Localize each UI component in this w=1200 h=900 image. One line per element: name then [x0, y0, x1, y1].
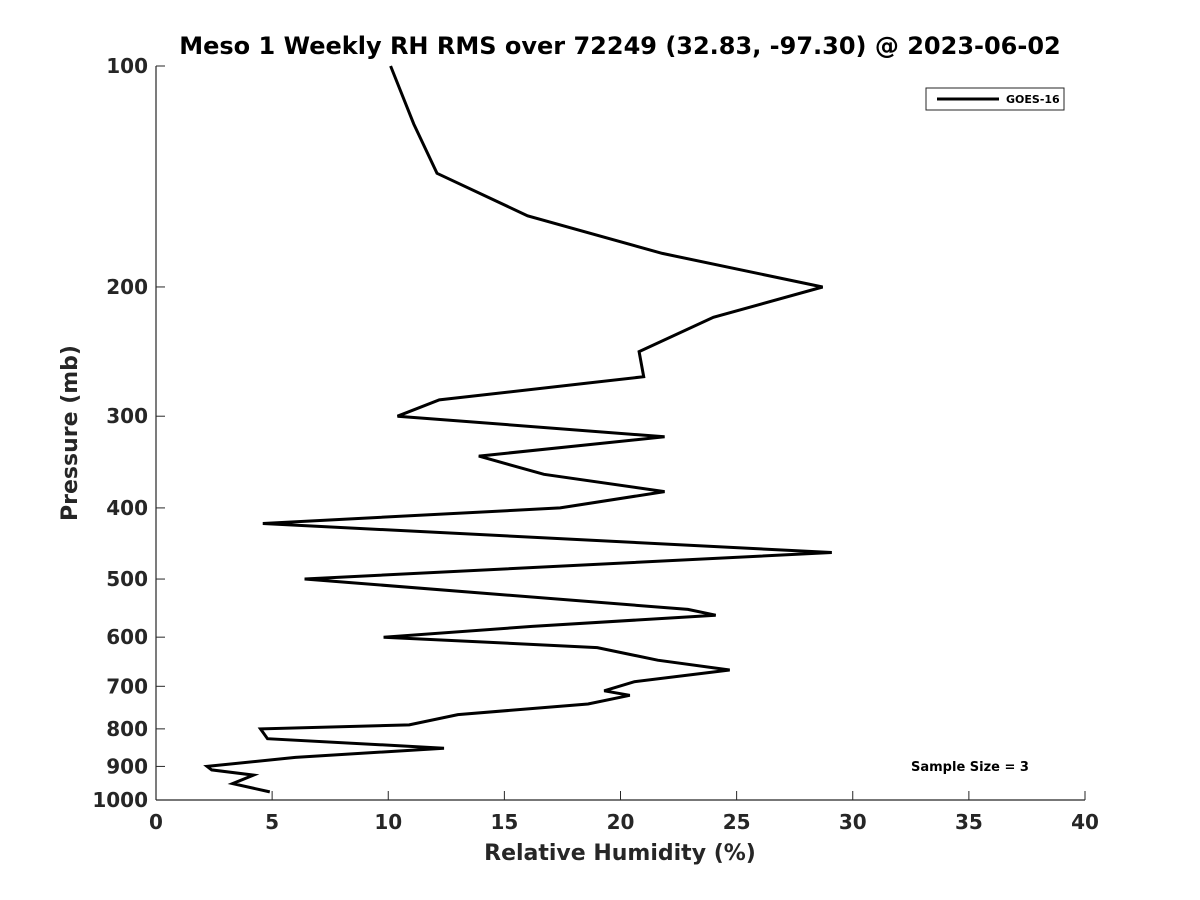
y-tick-label: 900	[106, 754, 148, 778]
chart-title: Meso 1 Weekly RH RMS over 72249 (32.83, …	[179, 32, 1061, 60]
x-tick-label: 10	[374, 810, 402, 834]
y-tick-label: 800	[106, 717, 148, 741]
y-ticks: 100 200 300 400 500 600 700 800 900 1000	[92, 54, 165, 812]
y-axis-label: Pressure (mb)	[58, 345, 83, 521]
y-tick-label: 300	[106, 404, 148, 428]
x-axis-label: Relative Humidity (%)	[484, 841, 756, 866]
x-ticks: 0 5 10 15 20 25 30 35 40	[149, 791, 1099, 834]
y-tick-label: 100	[106, 54, 148, 78]
x-tick-label: 0	[149, 810, 163, 834]
y-tick-label: 1000	[92, 788, 148, 812]
x-tick-label: 35	[955, 810, 983, 834]
y-tick-label: 700	[106, 674, 148, 698]
series-line-goes16	[203, 65, 832, 794]
x-tick-label: 5	[265, 810, 279, 834]
legend: GOES-16	[925, 87, 1065, 111]
y-tick-label: 200	[106, 275, 148, 299]
x-tick-label: 20	[607, 810, 635, 834]
x-tick-label: 40	[1071, 810, 1099, 834]
y-tick-label: 500	[106, 567, 148, 591]
x-tick-label: 15	[490, 810, 518, 834]
y-tick-label: 400	[106, 496, 148, 520]
x-tick-label: 30	[839, 810, 867, 834]
y-tick-label: 600	[106, 625, 148, 649]
legend-label-goes16: GOES-16	[1006, 93, 1060, 106]
sample-size-annotation: Sample Size = 3	[911, 760, 1029, 775]
x-tick-label: 25	[723, 810, 751, 834]
